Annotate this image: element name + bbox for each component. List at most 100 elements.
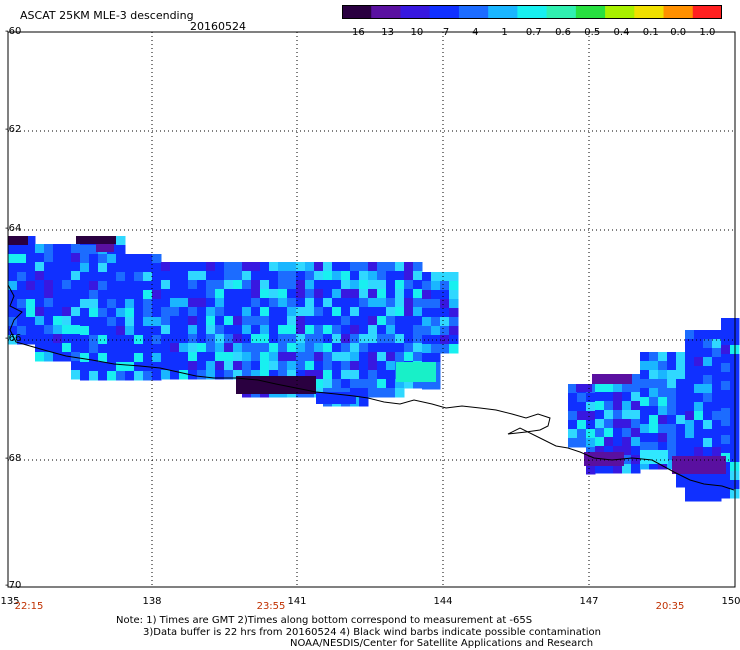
wind-cell xyxy=(170,352,180,362)
wind-cell xyxy=(107,281,117,291)
wind-cell xyxy=(341,334,351,344)
wind-cell xyxy=(26,245,36,255)
wind-cell xyxy=(170,280,180,290)
wind-cell xyxy=(179,271,189,281)
wind-cell xyxy=(251,280,261,290)
wind-cell xyxy=(287,370,297,380)
wind-cell xyxy=(296,325,306,335)
wind-cell xyxy=(386,271,396,281)
wind-cell xyxy=(440,344,450,354)
wind-cell xyxy=(242,307,252,317)
wind-cell xyxy=(658,424,668,434)
wind-cell xyxy=(296,271,306,281)
wind-cell xyxy=(377,316,387,326)
wind-cell xyxy=(305,343,315,353)
wind-cell xyxy=(296,361,306,371)
wind-cell xyxy=(640,460,650,470)
wind-cell xyxy=(721,336,731,346)
wind-cell xyxy=(143,308,153,318)
wind-cell xyxy=(53,316,63,326)
wind-cell xyxy=(53,298,63,308)
wind-cell xyxy=(107,263,117,273)
wind-cell xyxy=(712,402,722,412)
wind-cell xyxy=(251,316,261,326)
wind-cell xyxy=(377,361,387,371)
pass-time-label: 20:35 xyxy=(655,601,685,612)
wind-cell xyxy=(98,290,108,300)
wind-cell xyxy=(269,352,279,362)
wind-cell xyxy=(595,410,605,420)
wind-cell xyxy=(305,361,315,371)
wind-cell xyxy=(98,281,108,291)
wind-cell xyxy=(161,316,171,326)
wind-cell xyxy=(107,272,117,282)
wind-cell xyxy=(251,262,261,272)
wind-cell xyxy=(314,370,324,380)
wind-cell xyxy=(134,371,144,381)
wind-cell xyxy=(242,370,252,380)
wind-cell xyxy=(368,271,378,281)
wind-cell xyxy=(694,420,704,430)
wind-cell xyxy=(161,325,171,335)
wind-cell xyxy=(721,390,731,400)
wind-cell xyxy=(44,352,54,362)
wind-cell xyxy=(53,262,63,272)
wind-cell xyxy=(422,272,432,282)
wind-cell xyxy=(143,353,153,363)
wind-cell xyxy=(404,316,414,326)
wind-cell xyxy=(568,438,578,448)
wind-cell xyxy=(98,335,108,345)
wind-cell xyxy=(350,370,360,380)
wind-cell xyxy=(134,308,144,318)
wind-cell xyxy=(341,271,351,281)
wind-cell xyxy=(26,272,36,282)
wind-cell xyxy=(269,262,279,272)
wind-cell xyxy=(395,325,405,335)
wind-cell xyxy=(188,289,198,299)
wind-cell xyxy=(134,344,144,354)
wind-cell xyxy=(568,384,578,394)
wind-cell xyxy=(640,450,668,464)
wind-cell xyxy=(71,370,81,380)
wind-cell xyxy=(179,289,189,299)
wind-cell xyxy=(685,375,695,385)
wind-cell xyxy=(188,298,198,308)
wind-cell xyxy=(269,307,279,317)
wind-cell xyxy=(197,334,207,344)
wind-cell xyxy=(592,374,632,384)
lat-label: -64 xyxy=(5,223,22,234)
wind-cell xyxy=(206,370,216,380)
product-date: 20160524 xyxy=(190,20,246,33)
wind-cell xyxy=(278,361,288,371)
wind-cell xyxy=(161,352,171,362)
wind-cell xyxy=(125,344,135,354)
wind-cell xyxy=(278,271,288,281)
wind-cell xyxy=(721,435,731,445)
wind-cell xyxy=(359,325,369,335)
wind-cell xyxy=(386,379,396,389)
wind-cell xyxy=(323,280,333,290)
wind-cell xyxy=(395,388,405,398)
wind-cell xyxy=(53,253,63,263)
wind-cell xyxy=(260,325,270,335)
wind-cell xyxy=(422,335,432,345)
wind-cell xyxy=(89,290,99,300)
wind-cell xyxy=(197,325,207,335)
wind-cell xyxy=(640,433,650,443)
wind-cell xyxy=(305,298,315,308)
wind-cell xyxy=(179,334,189,344)
wind-cell xyxy=(622,455,632,465)
wind-cell xyxy=(62,307,72,317)
wind-cell xyxy=(359,397,369,407)
wind-cell xyxy=(431,380,441,390)
wind-cell xyxy=(206,325,216,335)
colorbar-label: -13 xyxy=(377,27,395,38)
wind-cell xyxy=(413,307,423,317)
wind-cell xyxy=(658,361,668,371)
wind-cell xyxy=(703,402,713,412)
wind-cell xyxy=(449,290,459,300)
wind-cell xyxy=(431,281,441,291)
wind-cell xyxy=(17,245,27,255)
wind-cell xyxy=(197,361,207,371)
wind-cell xyxy=(422,290,432,300)
